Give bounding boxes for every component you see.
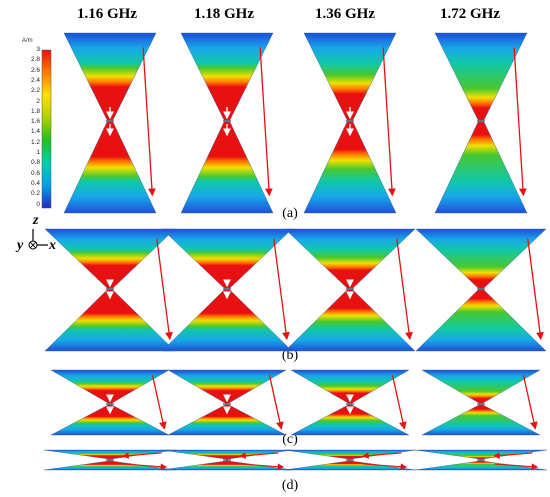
current-flow-arrow: [122, 452, 162, 459]
panel-label-d: (d): [281, 478, 299, 493]
axis-y-label: y: [17, 238, 24, 253]
freq-header-4: 1.72 GHz: [440, 6, 500, 22]
lower-cone: [160, 460, 294, 471]
lower-cone: [180, 121, 274, 214]
current-flow-arrow: [382, 47, 396, 197]
current-flow-arrow: [156, 238, 173, 341]
upper-cone: [434, 32, 528, 121]
current-flow-arrow: [494, 463, 539, 470]
current-flow-arrow: [123, 463, 168, 470]
current-flow-arrow: [396, 238, 413, 341]
current-flow-arrow: [259, 47, 273, 197]
current-flow-arrow: [142, 47, 156, 197]
upper-cone: [284, 228, 416, 289]
colorbar-tick-label: 0: [36, 200, 40, 208]
lower-cone: [161, 289, 293, 352]
current-flow-arrow: [363, 463, 408, 470]
current-flow-arrow: [513, 47, 527, 197]
upper-cone: [421, 369, 541, 404]
colorbar-tick-label: 0.8: [30, 159, 40, 167]
lower-cone: [63, 121, 157, 214]
colorbar-tick-label: 3: [36, 46, 40, 53]
colorbar-tick-label: 2.6: [30, 66, 40, 74]
lower-cone: [44, 289, 176, 352]
freq-header-2: 1.18 GHz: [194, 6, 254, 22]
current-flow-arrow: [273, 238, 290, 341]
current-flow-arrow: [362, 452, 402, 459]
colorbar-tick-label: 1.8: [30, 107, 40, 115]
colorbar-tick-label: 1: [36, 149, 40, 156]
lower-cone: [421, 404, 541, 436]
colorbar-tick-label: 0.4: [30, 179, 40, 187]
colorbar-tick-label: 0.6: [30, 169, 40, 177]
colorbar-tick-label: 2.4: [30, 76, 40, 84]
upper-cone: [180, 32, 274, 121]
current-flow-arrow: [239, 452, 279, 459]
upper-cone: [63, 32, 157, 121]
colorbar-unit: A/m: [22, 38, 33, 44]
upper-cone: [44, 228, 176, 289]
current-flow-arrow: [268, 375, 284, 430]
freq-header-3: 1.36 GHz: [315, 6, 375, 22]
axis-x-label: x: [49, 238, 56, 253]
panel-label-a: (a): [282, 206, 298, 221]
lower-cone: [303, 121, 397, 214]
upper-cone: [161, 228, 293, 289]
colorbar-tick-label: 0.2: [30, 190, 40, 198]
lower-cone: [283, 460, 417, 471]
current-flow-arrow: [391, 375, 407, 430]
upper-cone: [290, 369, 410, 404]
upper-cone: [415, 228, 547, 289]
panel-label-c: (c): [282, 432, 298, 447]
lower-cone: [434, 121, 528, 214]
lower-cone: [43, 460, 177, 471]
lower-cone: [290, 404, 410, 436]
colorbar-tick-label: 2.2: [30, 87, 40, 95]
colorbar-tick-label: 2.8: [30, 56, 40, 64]
lower-cone: [415, 289, 547, 352]
upper-cone: [303, 32, 397, 121]
current-flow-arrow: [151, 375, 167, 430]
colorbar: [41, 49, 52, 209]
colorbar-tick-label: 1.6: [30, 118, 40, 126]
upper-cone: [50, 369, 170, 404]
lower-cone: [167, 404, 287, 436]
lower-cone: [414, 460, 548, 471]
upper-cone: [167, 369, 287, 404]
colorbar-tick-label: 2: [36, 97, 40, 105]
current-flow-arrow: [240, 463, 285, 470]
colorbar-tick-label: 1.2: [30, 138, 40, 146]
current-flow-arrow: [493, 452, 533, 459]
upper-cone: [414, 449, 548, 460]
lower-cone: [284, 289, 416, 352]
axis-z-label: z: [33, 213, 39, 228]
upper-cone: [43, 449, 177, 460]
current-flow-arrow: [527, 238, 544, 341]
colorbar-tick-label: 1.4: [30, 128, 40, 136]
current-flow-arrow: [522, 375, 538, 430]
panel-label-b: (b): [281, 348, 299, 363]
freq-header-1: 1.16 GHz: [77, 6, 137, 22]
axis-cross-b: [29, 241, 37, 249]
upper-cone: [160, 449, 294, 460]
upper-cone: [283, 449, 417, 460]
